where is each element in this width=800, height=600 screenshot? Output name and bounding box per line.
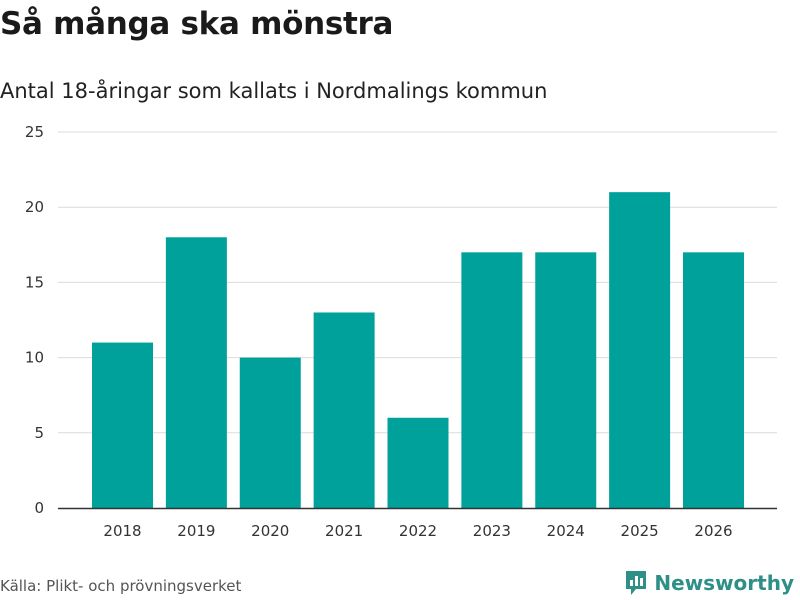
x-tick-label: 2018 [103,522,141,540]
x-tick-label: 2026 [694,522,732,540]
bar [387,417,449,508]
x-tick-label: 2024 [547,522,585,540]
x-tick-label: 2021 [325,522,363,540]
bar [535,252,597,508]
y-tick-label: 10 [25,349,44,367]
x-tick-label: 2020 [251,522,289,540]
bar [165,237,227,508]
y-tick-label: 0 [34,499,44,517]
y-tick-label: 15 [25,273,44,291]
chart-title: Så många ska mönstra [0,6,394,42]
bar-chart-icon [626,571,647,595]
y-tick-label: 25 [25,123,44,141]
y-tick-label: 20 [25,198,44,216]
source-note: Källa: Plikt- och prövningsverket [0,577,242,595]
chart-subtitle: Antal 18-åringar som kallats i Nordmalin… [0,79,548,103]
brand-name: Newsworthy [654,571,794,595]
bar [92,342,153,508]
bar [461,252,523,508]
brand-logo: Newsworthy [624,568,794,598]
x-tick-label: 2025 [621,522,659,540]
bar [239,357,301,508]
x-tick-label: 2022 [399,522,437,540]
x-tick-label: 2023 [473,522,511,540]
bar [313,312,375,508]
y-tick-label: 5 [34,424,44,442]
bar [683,252,744,508]
x-tick-label: 2019 [177,522,215,540]
bar [609,192,671,508]
